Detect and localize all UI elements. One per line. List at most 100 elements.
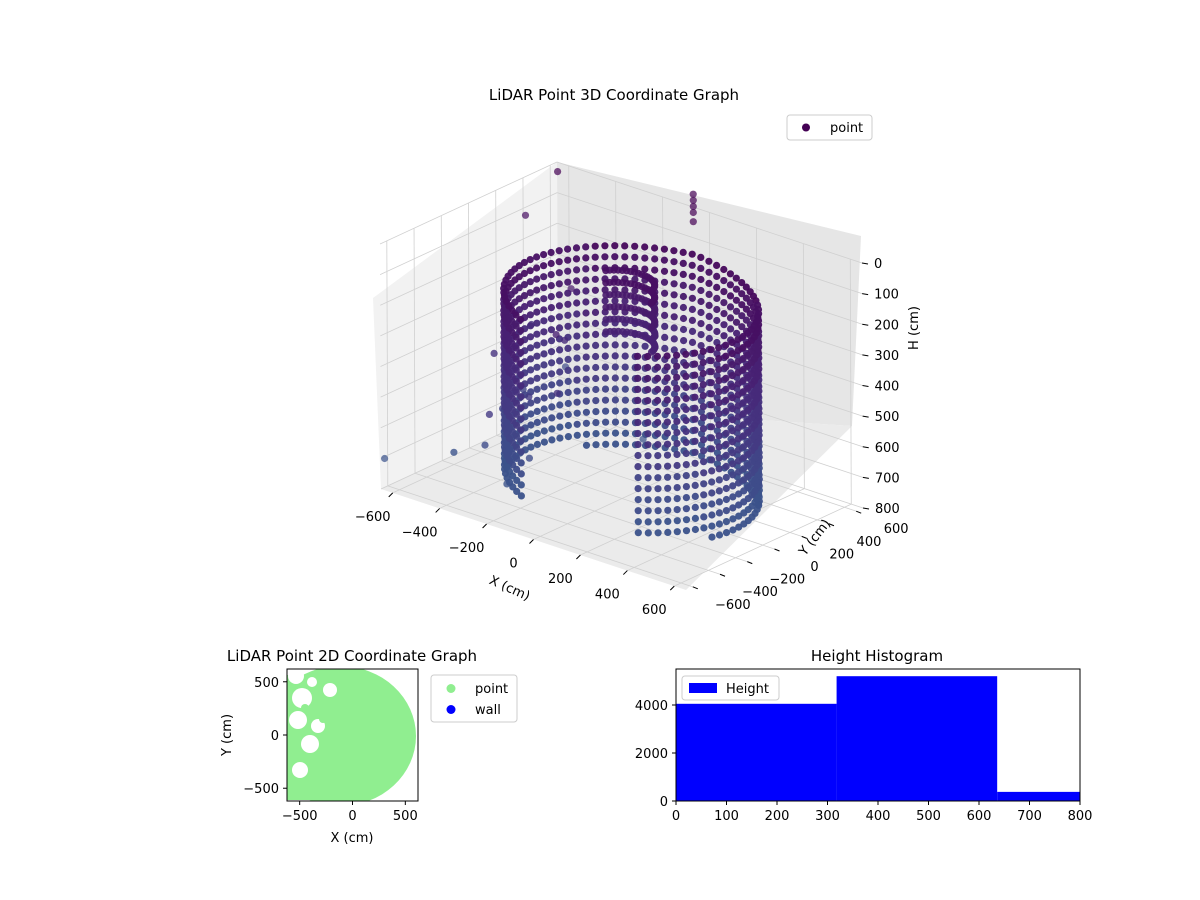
chart3d-point bbox=[682, 527, 691, 535]
chart3d-point bbox=[533, 308, 541, 316]
chart3d-point bbox=[564, 355, 572, 363]
chart3d-point bbox=[540, 372, 548, 380]
chart3d-point bbox=[663, 385, 671, 393]
chart3d-point bbox=[691, 525, 700, 534]
chart3d-point bbox=[591, 286, 600, 294]
chart3d-point bbox=[715, 399, 723, 407]
chart3d-point bbox=[682, 449, 690, 458]
chart3d-point bbox=[705, 312, 713, 320]
chart3d-point bbox=[592, 441, 600, 449]
chart3d-point bbox=[634, 429, 642, 438]
chart3d-point bbox=[526, 300, 535, 308]
chart3d-point bbox=[673, 395, 681, 403]
chart3d-point bbox=[582, 408, 591, 416]
chart3d-point bbox=[722, 363, 730, 371]
chart3d-point bbox=[548, 392, 556, 400]
chart3d-point bbox=[573, 277, 581, 285]
chart3d-point bbox=[729, 515, 737, 523]
chart3d-point bbox=[713, 294, 721, 302]
chart3d-point bbox=[634, 363, 642, 371]
chart3d-point bbox=[738, 279, 746, 287]
chart3d-point bbox=[705, 323, 713, 332]
chart3d-point bbox=[734, 457, 743, 465]
chart3d-point bbox=[573, 288, 581, 296]
hist-ticks: 0 100 200 300 400 500 600 700 800 0 2000 4000 bbox=[635, 699, 1093, 824]
chart3d-point bbox=[517, 393, 525, 401]
hist-xtick-label: 300 bbox=[815, 809, 840, 824]
chart3d-point bbox=[540, 405, 548, 413]
chart3d-point bbox=[601, 385, 610, 393]
chart3d-point bbox=[707, 412, 716, 420]
chart3d-point bbox=[729, 471, 737, 479]
chart3d-point bbox=[654, 430, 662, 438]
chart3d-point bbox=[611, 385, 619, 393]
chart3d-xtick-label: 0 bbox=[509, 557, 517, 572]
chart3d-point bbox=[679, 248, 687, 256]
chart3d-point bbox=[720, 277, 728, 285]
chart3d-point bbox=[682, 494, 691, 502]
hist-legend: Height bbox=[681, 675, 780, 701]
chart3d-point bbox=[670, 313, 678, 321]
chart3d-point bbox=[556, 434, 564, 442]
chart3d-point bbox=[533, 385, 541, 393]
chart3d-point bbox=[621, 297, 629, 305]
chart3d-point bbox=[728, 427, 737, 435]
hist-xtick-label: 0 bbox=[672, 809, 680, 824]
chart3d-points bbox=[381, 168, 763, 541]
chart3d-xtick-label: 400 bbox=[595, 588, 620, 603]
hist-ytick-label: 2000 bbox=[635, 747, 668, 762]
chart3d-ztick bbox=[862, 507, 870, 510]
chart3d-ztick bbox=[862, 476, 869, 479]
chart3d-point bbox=[673, 362, 681, 370]
chart-3d: LiDAR Point 3D Coordinate Graph −600−400… bbox=[355, 86, 922, 618]
chart3d-ztick bbox=[862, 446, 869, 449]
chart3d-point bbox=[517, 360, 525, 368]
chart3d-point bbox=[611, 418, 620, 426]
chart3d-point bbox=[601, 242, 609, 250]
chart3d-point bbox=[739, 355, 747, 363]
chart3d-point bbox=[555, 258, 563, 266]
chart3d-point bbox=[715, 388, 723, 396]
chart3d-point bbox=[647, 336, 656, 344]
chart3d-point bbox=[547, 271, 555, 279]
chart3d-point bbox=[555, 247, 563, 255]
chart3d-point bbox=[661, 333, 669, 341]
chart3d-point bbox=[670, 269, 678, 277]
chart3d-point bbox=[728, 405, 737, 413]
chart2d-gap bbox=[301, 735, 319, 753]
chart3d-point bbox=[715, 509, 724, 517]
chart3d-point bbox=[533, 374, 541, 382]
chart3d-point bbox=[699, 347, 707, 356]
chart3d-point bbox=[705, 268, 713, 276]
chart3d-point bbox=[533, 396, 541, 404]
chart3d-point bbox=[664, 517, 672, 526]
chart3d-point bbox=[722, 451, 730, 459]
chart3d-point bbox=[517, 448, 525, 456]
chart3d-point bbox=[670, 346, 678, 354]
chart3d-point bbox=[699, 403, 708, 411]
chart3d-point bbox=[728, 350, 736, 358]
chart3d-point bbox=[540, 295, 548, 303]
chart3d-point bbox=[691, 448, 699, 456]
chart3d-point bbox=[556, 357, 564, 365]
chart3d-point bbox=[547, 348, 556, 356]
chart3d-point bbox=[602, 407, 610, 415]
chart3d-point bbox=[548, 403, 556, 411]
chart3d-point bbox=[673, 517, 681, 525]
chart3d-point bbox=[517, 437, 525, 445]
chart3d-point bbox=[520, 281, 529, 289]
chart3d-point bbox=[713, 261, 721, 269]
chart3d-point bbox=[734, 424, 742, 432]
chart3d-point bbox=[634, 529, 642, 537]
chart3d-point bbox=[708, 533, 716, 541]
chart3d-point bbox=[591, 308, 600, 316]
chart3d-point bbox=[707, 368, 715, 376]
chart3d-ytick-label: −600 bbox=[715, 598, 751, 613]
chart3d-point bbox=[697, 308, 705, 317]
chart3d-point bbox=[592, 419, 600, 427]
chart3d-point bbox=[697, 264, 705, 272]
chart3d-point bbox=[540, 383, 548, 391]
chart3d-point bbox=[611, 341, 619, 349]
chart3d-point bbox=[533, 264, 541, 272]
chart3d-point bbox=[699, 369, 707, 378]
